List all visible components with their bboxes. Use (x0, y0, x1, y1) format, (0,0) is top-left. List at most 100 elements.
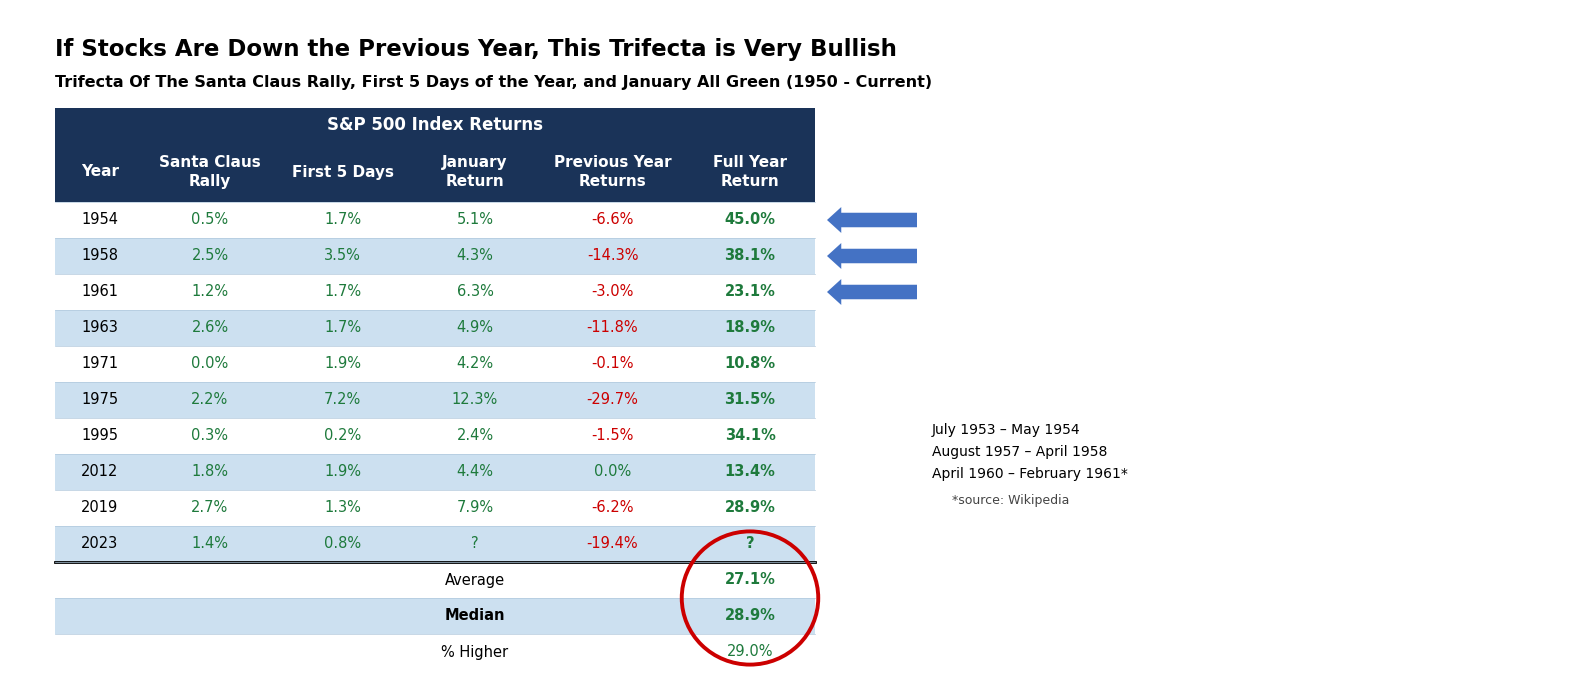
Bar (55, 382, 145, 418)
Text: % Higher: % Higher (441, 645, 509, 660)
Text: ?: ? (746, 537, 754, 551)
Bar (540, 382, 686, 418)
Bar (686, 238, 815, 274)
Text: 2.5%: 2.5% (191, 248, 229, 263)
Text: 1.9%: 1.9% (324, 356, 360, 371)
Text: 0.8%: 0.8% (324, 537, 362, 551)
Bar (145, 454, 275, 490)
Bar (145, 490, 275, 526)
Text: -6.2%: -6.2% (591, 500, 634, 515)
Text: 1961: 1961 (82, 284, 118, 299)
Bar (275, 526, 409, 562)
Text: 2012: 2012 (81, 464, 118, 479)
Text: 1.7%: 1.7% (324, 212, 362, 228)
Polygon shape (826, 279, 916, 305)
Bar (145, 526, 275, 562)
Text: Median: Median (444, 609, 506, 624)
Bar (686, 346, 815, 382)
Text: 1.3%: 1.3% (324, 500, 360, 515)
Bar (409, 454, 540, 490)
Text: 4.3%: 4.3% (457, 248, 493, 263)
Polygon shape (826, 243, 916, 269)
Text: August 1957 – April 1958: August 1957 – April 1958 (932, 445, 1108, 459)
Text: -3.0%: -3.0% (591, 284, 634, 299)
Text: 6.3%: 6.3% (457, 284, 493, 299)
Text: 2.7%: 2.7% (191, 500, 229, 515)
Bar (55, 418, 145, 454)
Text: 12.3%: 12.3% (452, 392, 498, 407)
Bar (275, 310, 409, 346)
Text: 10.8%: 10.8% (725, 356, 776, 371)
Bar (686, 382, 815, 418)
Bar (409, 142, 540, 202)
Text: 34.1%: 34.1% (725, 428, 776, 443)
Text: 2.6%: 2.6% (191, 320, 229, 335)
Bar (275, 274, 409, 310)
Bar (540, 346, 686, 382)
Bar (55, 490, 145, 526)
Text: 2.2%: 2.2% (191, 392, 229, 407)
Bar (686, 202, 815, 238)
Bar (55, 526, 145, 562)
Bar (540, 202, 686, 238)
Bar (145, 310, 275, 346)
Text: 1.9%: 1.9% (324, 464, 360, 479)
Bar (275, 238, 409, 274)
Text: 1.7%: 1.7% (324, 284, 362, 299)
Text: 4.4%: 4.4% (457, 464, 493, 479)
Bar (145, 382, 275, 418)
Text: 0.3%: 0.3% (191, 428, 229, 443)
Bar (275, 142, 409, 202)
Bar (55, 274, 145, 310)
Bar (409, 526, 540, 562)
Bar (540, 238, 686, 274)
Text: July 1953 – May 1954: July 1953 – May 1954 (932, 423, 1081, 437)
Bar (145, 202, 275, 238)
Text: April 1960 – February 1961*: April 1960 – February 1961* (932, 467, 1128, 481)
Text: 1958: 1958 (82, 248, 118, 263)
Text: 1995: 1995 (82, 428, 118, 443)
Bar (55, 598, 815, 634)
Text: Full Year
Return: Full Year Return (713, 155, 787, 189)
Text: 27.1%: 27.1% (725, 573, 776, 588)
Bar (145, 238, 275, 274)
Bar (145, 418, 275, 454)
Text: Average: Average (446, 573, 506, 588)
Text: S&P 500 Index Returns: S&P 500 Index Returns (327, 116, 544, 134)
Text: 1.8%: 1.8% (191, 464, 229, 479)
Bar (686, 310, 815, 346)
Text: 3.5%: 3.5% (324, 248, 360, 263)
Bar (55, 634, 815, 670)
Text: 4.2%: 4.2% (457, 356, 493, 371)
Bar (409, 490, 540, 526)
Bar (145, 142, 275, 202)
Bar (540, 490, 686, 526)
Text: 28.9%: 28.9% (725, 500, 776, 515)
Bar (540, 310, 686, 346)
Bar (409, 418, 540, 454)
Bar (686, 526, 815, 562)
Bar (275, 454, 409, 490)
Text: 2023: 2023 (82, 537, 118, 551)
Bar (540, 526, 686, 562)
Text: Year: Year (81, 165, 118, 180)
Text: -19.4%: -19.4% (586, 537, 638, 551)
Text: 1954: 1954 (82, 212, 118, 228)
Bar (686, 418, 815, 454)
Bar (55, 346, 145, 382)
Text: -11.8%: -11.8% (586, 320, 638, 335)
Bar (55, 238, 145, 274)
Text: -0.1%: -0.1% (591, 356, 634, 371)
Text: 1963: 1963 (82, 320, 118, 335)
Text: 1.2%: 1.2% (191, 284, 229, 299)
Bar (55, 142, 145, 202)
Bar (275, 490, 409, 526)
Bar (409, 238, 540, 274)
Text: 1.4%: 1.4% (191, 537, 229, 551)
Bar (540, 274, 686, 310)
Text: First 5 Days: First 5 Days (291, 165, 393, 180)
Bar (275, 418, 409, 454)
Bar (409, 310, 540, 346)
Text: 0.5%: 0.5% (191, 212, 229, 228)
Text: 1975: 1975 (82, 392, 118, 407)
